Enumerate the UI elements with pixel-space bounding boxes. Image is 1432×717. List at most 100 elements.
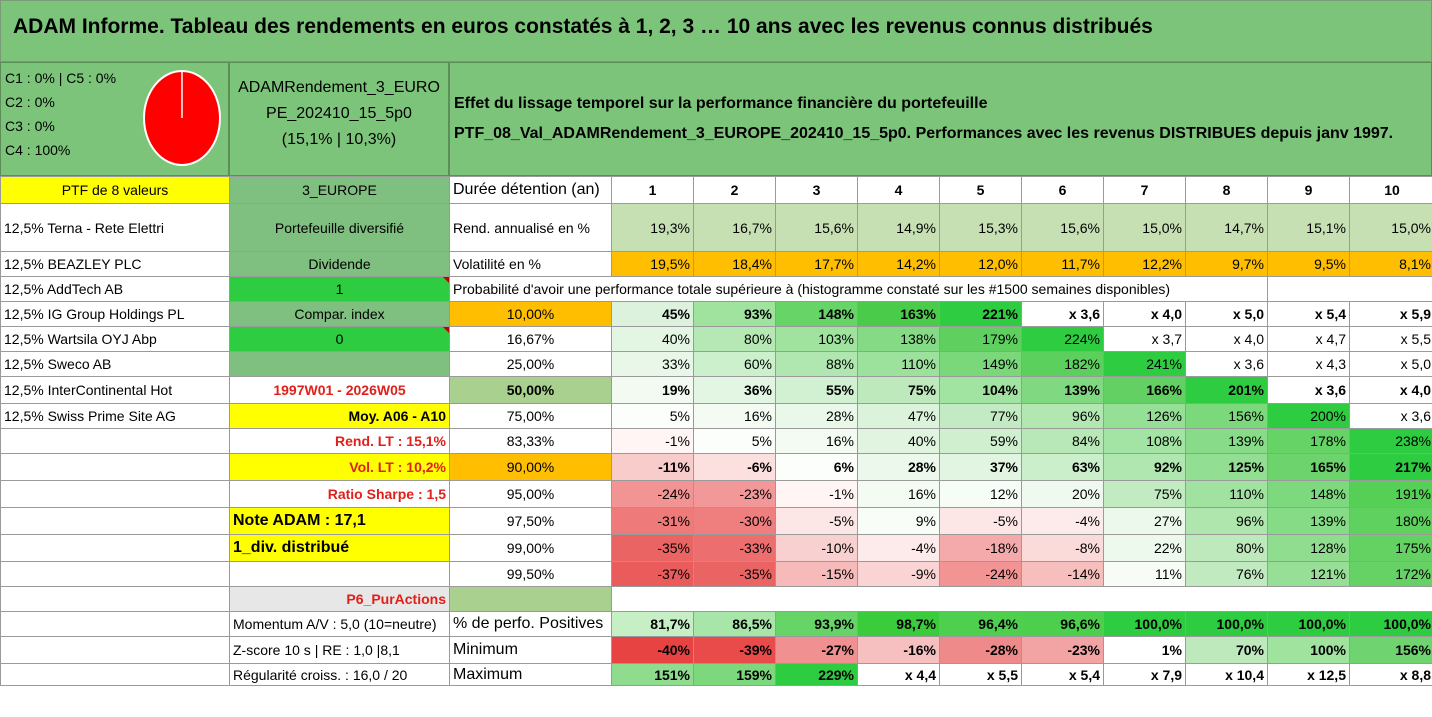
table-cell: 4 [857,176,940,204]
report-title: ADAM Informe. Tableau des rendements en … [0,0,1432,62]
table-cell: 40% [611,326,694,352]
table-cell: -5% [775,507,858,535]
fund-name-line: PE_202410_15_5p0 [266,105,412,122]
table-cell: Probabilité d'avoir une performance tota… [449,276,1268,302]
table-cell: 103% [775,326,858,352]
table-cell: 9% [857,507,940,535]
table-cell: % de perfo. Positives [449,611,612,637]
table-cell [0,534,230,562]
table-cell: 201% [1185,376,1268,404]
table-cell [449,586,612,612]
table-cell: 100,0% [1103,611,1186,637]
table-row: 12,5% Sweco AB 25,00% 33% 60% 88% 110% 149% 182… [0,351,1432,377]
table-cell: -16% [857,636,940,664]
table-cell: Z-score 10 s | RE : 1,0 |8,1 [229,636,450,664]
table-cell: 25,00% [449,351,612,377]
table-cell: -31% [611,507,694,535]
table-cell: 165% [1267,453,1350,481]
table-cell: 6 [1021,176,1104,204]
table-cell: x 3,6 [1349,403,1432,429]
table-cell: 104% [939,376,1022,404]
table-cell: 60% [693,351,776,377]
table-row: 12,5% InterContinental Hot 1997W01 - 2026… [0,376,1432,404]
table-row: 12,5% BEAZLEY PLC Dividende Volatilité en … [0,251,1432,277]
table-cell [0,636,230,664]
table-cell: 224% [1021,326,1104,352]
table-cell: Régularité croiss. : 16,0 / 20 [229,663,450,686]
table-cell: 126% [1103,403,1186,429]
table-cell: -9% [857,561,940,587]
table-cell: 100% [1267,636,1350,664]
table-cell: 1_div. distribué [229,534,450,562]
table-cell: 14,2% [857,251,940,277]
table-cell: -14% [1021,561,1104,587]
table-cell: 99,00% [449,534,612,562]
table-row: Régularité croiss. : 16,0 / 20 Maximum 151… [0,663,1432,686]
table-cell: -40% [611,636,694,664]
table-cell: 83,33% [449,428,612,454]
table-cell: 163% [857,301,940,327]
table-cell: 81,7% [611,611,694,637]
performance-table: PTF de 8 valeurs 3_EUROPE Durée détention … [0,176,1432,686]
table-cell: -27% [775,636,858,664]
table-cell: 14,7% [1185,203,1268,252]
table-cell: -10% [775,534,858,562]
table-cell [229,351,450,377]
table-cell: Portefeuille diversifié [229,203,450,252]
table-cell: 12,5% Swiss Prime Site AG [0,403,230,429]
table-cell: 75,00% [449,403,612,429]
table-cell: x 5,5 [1349,326,1432,352]
table-cell: -4% [857,534,940,562]
table-cell: 12,5% Wartsila OYJ Abp [0,326,230,352]
table-cell: -1% [775,480,858,508]
table-cell: -35% [611,534,694,562]
table-cell: 96% [1185,507,1268,535]
fund-name-cell: ADAMRendement_3_EURO PE_202410_15_5p0 (1… [229,62,449,176]
table-cell: 77% [939,403,1022,429]
table-cell: 8 [1185,176,1268,204]
table-cell: 166% [1103,376,1186,404]
table-cell: 156% [1185,403,1268,429]
table-cell: x 4,0 [1185,326,1268,352]
table-cell: 12,0% [939,251,1022,277]
table-cell: 47% [857,403,940,429]
table-row: 12,5% AddTech AB 1 Probabilité d'avoir une… [0,276,1432,302]
table-cell: 159% [693,663,776,686]
table-cell: x 4,7 [1267,326,1350,352]
table-cell: 5 [939,176,1022,204]
table-cell: 63% [1021,453,1104,481]
table-cell: 191% [1349,480,1432,508]
table-cell [0,453,230,481]
table-cell: Vol. LT : 10,2% [229,453,450,481]
table-cell: 100,0% [1185,611,1268,637]
table-cell: 18,4% [693,251,776,277]
table-cell: 148% [1267,480,1350,508]
table-cell: -28% [939,636,1022,664]
table-cell: 14,9% [857,203,940,252]
table-row: 99,50% -37% -35% -15% -9% -24% -14% 11% 76% 121% 1… [0,561,1432,587]
table-cell: x 5,0 [1349,351,1432,377]
table-cell: 1 [229,276,450,302]
fund-stats: (15,1% | 10,3%) [281,131,397,148]
table-cell [0,611,230,637]
table-cell: x 8,8 [1349,663,1432,686]
table-cell [0,561,230,587]
table-cell: Rend. LT : 15,1% [229,428,450,454]
fund-name-line: ADAMRendement_3_EURO [238,79,440,96]
table-cell: 59% [939,428,1022,454]
table-row: 12,5% Swiss Prime Site AG Moy. A06 - A10 7… [0,403,1432,429]
table-cell: 33% [611,351,694,377]
table-cell: -23% [693,480,776,508]
table-cell: 110% [1185,480,1268,508]
composition-pie-chart [143,70,221,166]
table-cell: Minimum [449,636,612,664]
table-cell: -4% [1021,507,1104,535]
table-cell: Compar. index [229,301,450,327]
table-row: Momentum A/V : 5,0 (10=neutre)% de perfo… [0,611,1432,637]
table-cell: 15,0% [1103,203,1186,252]
table-row: 12,5% IG Group Holdings PL Compar. index 1… [0,301,1432,327]
table-cell: 15,6% [775,203,858,252]
table-row: 12,5% Terna - Rete Elettri Portefeuille d… [0,203,1432,252]
table-cell: -33% [693,534,776,562]
table-cell: Moy. A06 - A10 [229,403,450,429]
